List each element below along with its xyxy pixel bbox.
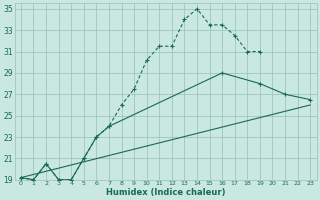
X-axis label: Humidex (Indice chaleur): Humidex (Indice chaleur) xyxy=(106,188,225,197)
